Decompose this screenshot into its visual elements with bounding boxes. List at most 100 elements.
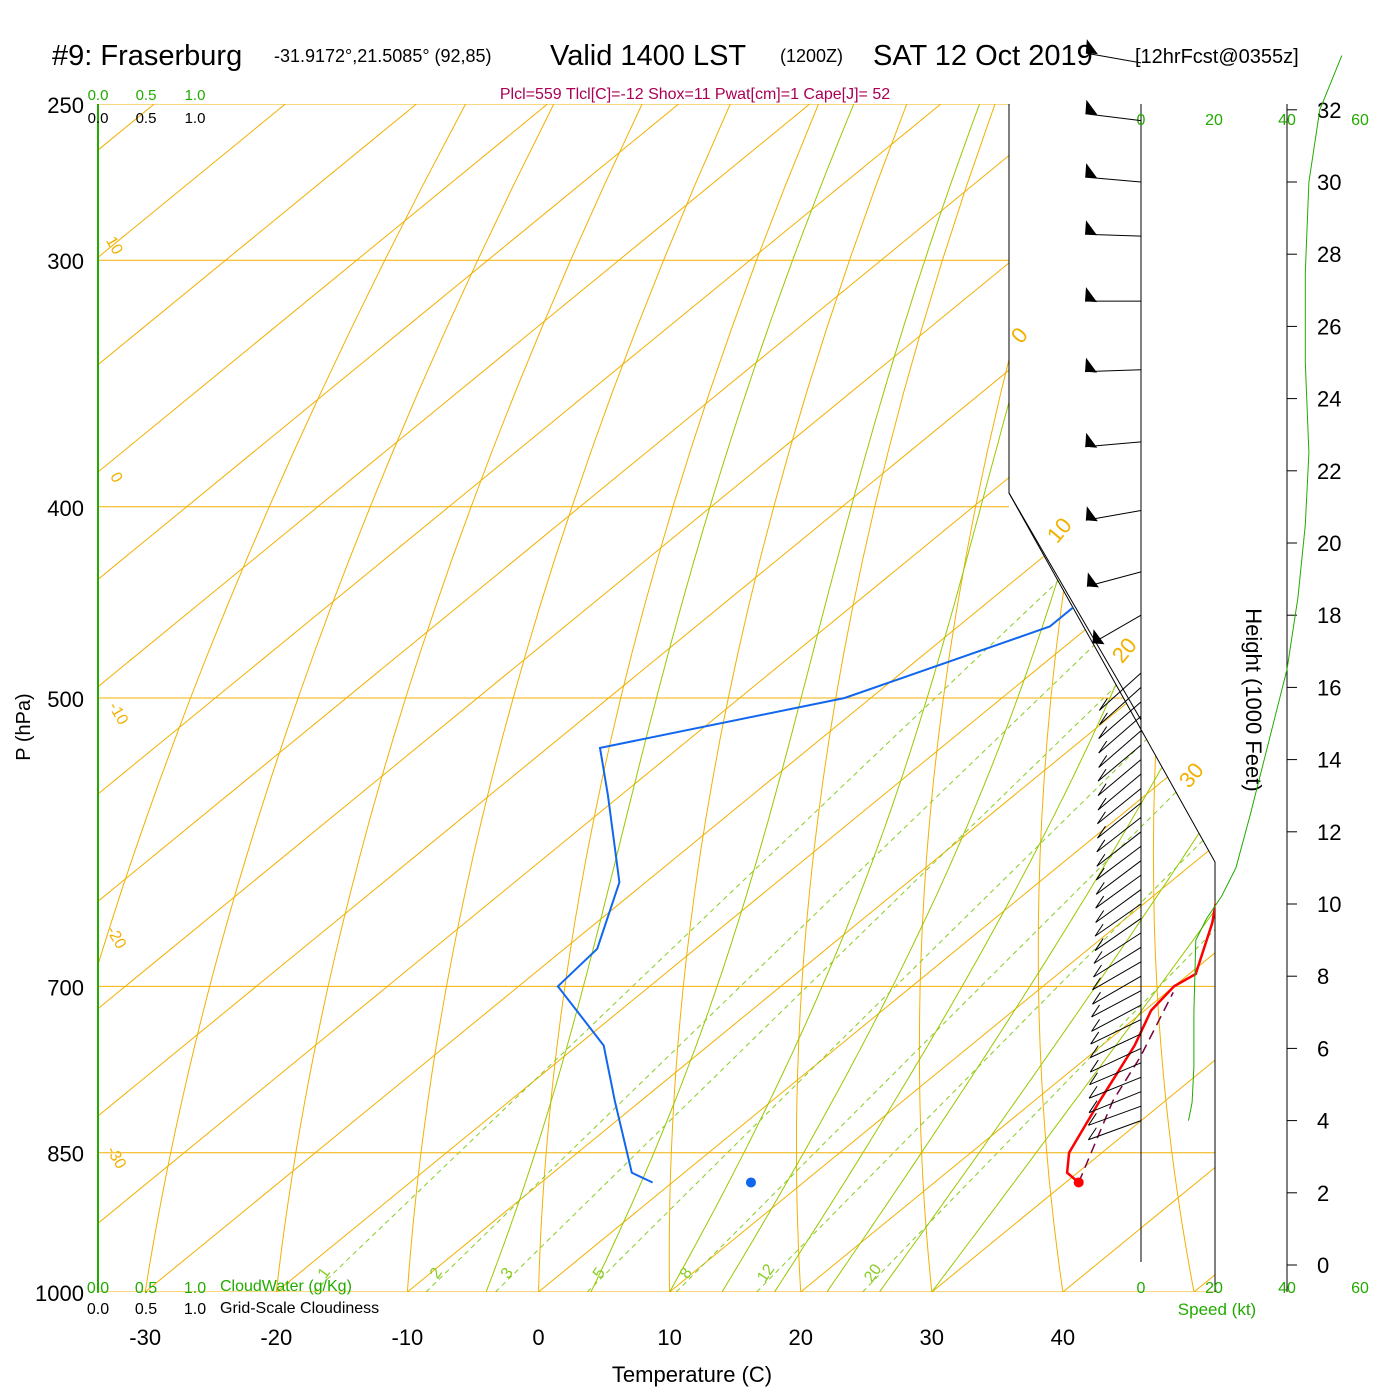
wind-barb-feather <box>1095 910 1105 923</box>
mixing-ratio-label: 12 <box>754 1261 778 1285</box>
cloudiness-tick-top: 0.5 <box>136 110 157 127</box>
wind-barb-pennant <box>1085 287 1097 303</box>
moist-adiabat <box>878 104 1215 1292</box>
isotherm-label: 0 <box>106 470 125 486</box>
isotherm-label: 0 <box>1006 322 1033 347</box>
wind-barb-feather <box>1087 1127 1097 1141</box>
wind-barb <box>1095 889 1142 923</box>
cloudiness-tick-bottom: 0.0 <box>87 1301 109 1318</box>
speed-tick-top: 40 <box>1278 112 1296 129</box>
zulu-time: (1200Z) <box>780 46 844 66</box>
speed-tick-bottom: 0 <box>1137 1280 1146 1297</box>
valid-time: Valid 1400 LST <box>550 40 747 72</box>
wind-barb <box>1096 831 1142 867</box>
plot-right-edge <box>1008 104 1216 1292</box>
speed-tick-top: 60 <box>1351 112 1369 129</box>
wind-barb <box>1099 687 1142 726</box>
wind-barb-feather <box>1088 1100 1098 1113</box>
isotherm-line <box>538 104 1215 1292</box>
wind-barb-feather <box>1098 740 1108 754</box>
isotherm-label: 30 <box>1174 758 1209 793</box>
temperature-tick-label: -10 <box>392 1325 424 1350</box>
height-tick-label: 6 <box>1317 1036 1329 1061</box>
height-tick-label: 0 <box>1317 1253 1329 1278</box>
height-tick-label: 26 <box>1317 314 1341 339</box>
wind-barb-feather <box>1097 811 1106 824</box>
mixing-ratio-line <box>756 506 1215 1292</box>
isotherm-label: 20 <box>1107 633 1142 668</box>
mixing-ratio-line <box>425 506 1215 1292</box>
wind-barb-feather <box>1089 1072 1098 1085</box>
dry-adiabat <box>406 104 731 1292</box>
wind-barb <box>1098 730 1142 768</box>
wind-barb-feather <box>1096 839 1106 853</box>
wind-barb <box>1085 176 1142 183</box>
wind-barb-feather <box>1089 1059 1099 1073</box>
wind-barb <box>1098 701 1142 739</box>
wind-barb-feather <box>1092 977 1101 991</box>
mixing-ratio-label: 20 <box>861 1261 885 1285</box>
height-tick-label: 4 <box>1317 1109 1329 1134</box>
pressure-tick-label: 400 <box>47 496 84 521</box>
temperature-tick-label: 40 <box>1051 1325 1075 1350</box>
wind-barb <box>1090 1047 1142 1073</box>
height-tick-label: 12 <box>1317 820 1341 845</box>
speed-tick-top: 0 <box>1137 112 1146 129</box>
x-axis-label: Temperature (C) <box>612 1362 772 1387</box>
dry-adiabat <box>668 104 908 1292</box>
isotherm-label: -10 <box>105 699 131 728</box>
wind-barb-pennant <box>1085 432 1098 448</box>
height-axis-label: Height (1000 Feet) <box>1241 608 1266 791</box>
cloudwater-tick-top: 0.0 <box>88 87 109 104</box>
height-tick-label: 18 <box>1317 603 1341 628</box>
wind-barb-feather <box>1098 712 1108 726</box>
wind-barb-feather <box>1095 895 1105 909</box>
mixing-ratio-line <box>313 506 1137 1292</box>
mixing-ratio-line <box>675 506 1215 1292</box>
height-tick-label: 2 <box>1317 1181 1329 1206</box>
wind-barb <box>1091 1004 1142 1032</box>
cloudiness-tick-top: 1.0 <box>185 110 206 127</box>
dry-adiabat <box>796 104 996 1292</box>
temperature-tick-label: 30 <box>920 1325 944 1350</box>
wind-barb-feather <box>1090 1031 1100 1045</box>
forecast-info: [12hrFcst@0355z] <box>1135 46 1299 68</box>
wind-barb-feather <box>1096 853 1106 867</box>
height-tick-label: 10 <box>1317 892 1341 917</box>
skewt-grid <box>98 104 1400 1292</box>
wind-barb-feather <box>1097 768 1107 782</box>
speed-tick-bottom: 20 <box>1205 1280 1223 1297</box>
wind-barb <box>1092 614 1142 644</box>
wind-barb <box>1097 802 1142 839</box>
cloudwater-tick-bottom: 0.0 <box>87 1280 109 1297</box>
wind-barb-pennant <box>1085 220 1098 236</box>
wind-barb-pennant <box>1092 629 1105 645</box>
moist-adiabat <box>826 104 1215 1292</box>
temperature-tick-label: 10 <box>657 1325 681 1350</box>
wind-barb-feather <box>1094 938 1104 951</box>
mixing-ratio-label: 8 <box>677 1265 696 1282</box>
wind-barb-feather <box>1097 797 1107 811</box>
wind-barb-feather <box>1098 755 1108 768</box>
height-tick-label: 28 <box>1317 242 1341 267</box>
wind-barb <box>1090 1019 1142 1045</box>
cloudiness-tick-bottom: 0.5 <box>135 1301 157 1318</box>
wind-barb <box>1096 816 1142 853</box>
dry-adiabat <box>144 104 555 1292</box>
wind-barb-feather <box>1094 923 1104 937</box>
mixing-ratio-label: 5 <box>590 1265 609 1282</box>
wind-barb-feather <box>1093 951 1103 964</box>
wind-barb <box>1098 715 1142 754</box>
wind-barb <box>1093 946 1142 978</box>
cloudwater-tick-bottom: 0.5 <box>135 1280 157 1297</box>
skewt-axes <box>97 104 1216 1292</box>
wind-barb <box>1090 1033 1142 1059</box>
wind-barb-pennant <box>1085 99 1098 115</box>
dry-adiabat <box>1374 104 1400 1292</box>
wind-barb-feather <box>1092 991 1101 1005</box>
pressure-tick-label: 1000 <box>35 1281 84 1306</box>
wind-barb <box>1085 113 1142 122</box>
wind-barb <box>1097 788 1142 825</box>
wind-barb <box>1097 759 1142 796</box>
